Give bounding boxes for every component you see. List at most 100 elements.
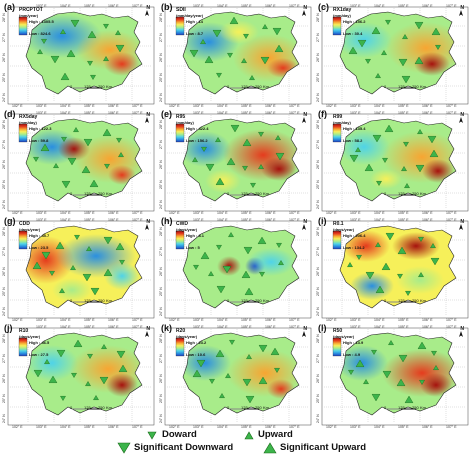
latitude-tick-label: 25° N — [2, 394, 6, 403]
station-trend-marker — [404, 395, 414, 404]
value-field-blob — [340, 345, 388, 381]
station-trend-marker — [258, 131, 264, 137]
panel-index-name: R10 — [19, 328, 29, 334]
station-trend-marker — [278, 260, 284, 266]
value-field-blob — [26, 345, 78, 381]
study-region-field — [183, 12, 299, 94]
longitude-tick-label: 106° E — [422, 211, 433, 215]
north-arrow-icon — [145, 224, 149, 230]
legend-significant-upward-label: Significant Upward — [280, 442, 367, 453]
station-trend-marker — [375, 285, 385, 294]
value-field-blob — [219, 20, 259, 44]
station-trend-marker — [208, 271, 214, 277]
station-trend-marker — [381, 262, 391, 270]
north-arrow-icon — [459, 224, 463, 230]
trend-legend: Doward Upward Significant Downward Signi… — [0, 428, 474, 454]
station-trend-marker — [73, 339, 83, 347]
station-trend-marker — [215, 177, 225, 186]
panel-unit: (mm/day) — [333, 13, 351, 18]
station-trend-marker — [37, 49, 43, 55]
study-region-field — [183, 226, 299, 308]
latitude-tick-label: 28° N — [159, 13, 163, 22]
scale-zero: 0 — [70, 405, 73, 410]
panel-index-name: R95 — [176, 114, 186, 120]
station-trend-marker — [258, 164, 264, 170]
longitude-tick-label: 104° E — [60, 425, 71, 429]
scale-unit: Km — [106, 84, 112, 89]
scale-zero: 0 — [70, 298, 73, 303]
station-trend-marker — [66, 49, 76, 57]
station-trend-marker — [430, 243, 436, 249]
panel-letter: (j) — [4, 323, 13, 333]
longitude-tick-label: 104° E — [217, 211, 228, 215]
station-trend-marker — [226, 157, 236, 165]
longitude-tick-label: 106° E — [265, 111, 276, 115]
scale-end: 250 — [98, 84, 105, 89]
value-field-blob — [362, 383, 398, 407]
scale-end: 250 — [412, 191, 419, 196]
longitude-tick-label: 107° E — [289, 318, 300, 322]
longitude-tick-label: 103° E — [193, 211, 204, 215]
map-panel: (d) RX5day (mm/day) High : 122.3 Low : 5… — [2, 109, 158, 216]
longitude-tick-label: 107° E — [132, 318, 143, 322]
panel-high-value: High : 206.4 — [343, 233, 366, 238]
map-canvas — [321, 113, 469, 212]
panel-letter: (a) — [4, 2, 15, 12]
panel-high-value: High : 45.7 — [29, 233, 50, 238]
station-trend-marker — [230, 125, 240, 133]
longitude-tick-label: 105° E — [398, 211, 409, 215]
station-trend-marker — [415, 165, 425, 173]
station-trend-marker — [216, 72, 222, 78]
station-trend-marker — [404, 183, 410, 189]
longitude-tick-label: 105° E — [398, 4, 409, 8]
longitude-tick-label: 107° E — [446, 425, 457, 429]
latitude-tick-label: 27° N — [316, 140, 320, 149]
latitude-tick-label: 26° N — [316, 267, 320, 276]
longitude-tick-label: 107° E — [132, 218, 143, 222]
north-arrow-icon — [145, 331, 149, 337]
station-trend-marker — [216, 285, 226, 294]
longitude-tick-label: 107° E — [446, 4, 457, 8]
map-canvas — [321, 6, 469, 105]
longitude-tick-label: 102° E — [12, 104, 23, 108]
panel-high-value: High : 23.2 — [186, 340, 207, 345]
latitude-tick-label: 27° N — [2, 247, 6, 256]
longitude-tick-label: 103° E — [350, 425, 361, 429]
station-trend-marker — [115, 45, 125, 53]
station-trend-marker — [431, 350, 437, 356]
panel-index-name: SDII — [176, 7, 186, 13]
station-trend-marker — [212, 30, 222, 38]
longitude-tick-label: 106° E — [265, 211, 276, 215]
study-region-field — [340, 226, 456, 308]
latitude-tick-label: 24° N — [159, 414, 163, 423]
longitude-tick-label: 104° E — [60, 218, 71, 222]
station-trend-marker — [115, 242, 125, 250]
panel-high-value: High : 122.3 — [29, 126, 52, 131]
north-label: N — [303, 326, 307, 332]
longitude-tick-label: 105° E — [241, 211, 252, 215]
station-trend-marker — [385, 233, 395, 241]
station-trend-marker — [242, 138, 252, 146]
longitude-tick-label: 106° E — [422, 111, 433, 115]
latitude-tick-label: 28° N — [316, 120, 320, 129]
station-trend-marker — [401, 166, 407, 172]
station-trend-marker — [365, 272, 375, 280]
latitude-tick-label: 25° N — [316, 394, 320, 403]
longitude-tick-label: 103° E — [36, 325, 47, 329]
longitude-tick-label: 104° E — [217, 425, 228, 429]
latitude-tick-label: 27° N — [316, 354, 320, 363]
longitude-tick-label: 106° E — [265, 4, 276, 8]
value-field-blob — [106, 373, 138, 397]
latitude-tick-label: 28° N — [316, 334, 320, 343]
latitude-tick-label: 27° N — [2, 33, 6, 42]
longitude-tick-label: 103° E — [350, 218, 361, 222]
panel-index-name: RX5day — [19, 114, 38, 120]
longitude-tick-label: 103° E — [350, 325, 361, 329]
scale-mid: 125 — [84, 298, 91, 303]
station-trend-marker — [403, 141, 409, 147]
station-trend-marker — [274, 367, 280, 373]
longitude-tick-label: 107° E — [132, 111, 143, 115]
latitude-tick-label: 24° N — [316, 414, 320, 423]
longitude-tick-label: 106° E — [108, 111, 119, 115]
longitude-tick-label: 107° E — [446, 104, 457, 108]
